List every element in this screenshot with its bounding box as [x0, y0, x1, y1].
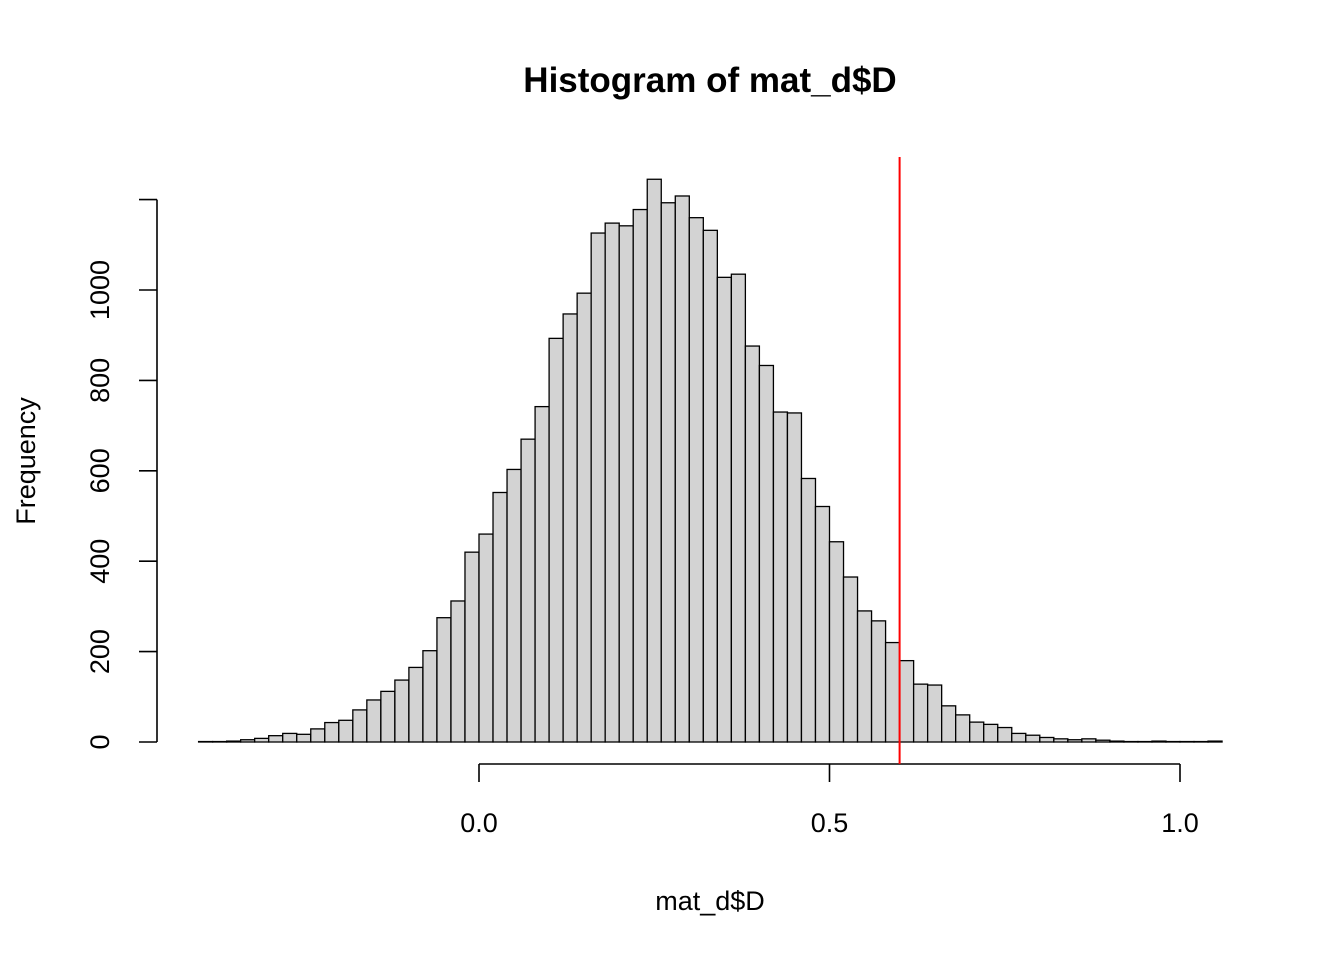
- histogram-bar: [898, 659, 915, 743]
- histogram-bar: [702, 229, 718, 743]
- histogram-bar: [324, 721, 340, 743]
- histogram-bar: [1151, 740, 1167, 743]
- y-tick-label: 400: [85, 539, 115, 584]
- x-tick-label: 0.5: [811, 808, 849, 838]
- y-tick-label: 0: [85, 734, 115, 749]
- histogram-bar: [1067, 739, 1083, 743]
- histogram-bar: [338, 719, 354, 743]
- histogram-bar: [660, 202, 676, 743]
- histogram-bar: [590, 232, 606, 743]
- histogram-bar: [492, 491, 508, 743]
- histogram-bar: [576, 292, 592, 743]
- histogram-bar: [688, 217, 704, 743]
- histogram-bar: [814, 505, 831, 743]
- histogram-bar: [912, 683, 929, 743]
- histogram-bar: [254, 737, 270, 743]
- histogram-bar: [632, 208, 648, 743]
- histogram-bar: [548, 337, 564, 743]
- histogram-bar: [1095, 739, 1111, 743]
- histogram-bar: [1039, 736, 1055, 743]
- y-axis-label: Frequency: [11, 397, 41, 525]
- histogram-bar: [352, 709, 368, 743]
- histogram-bar: [478, 533, 494, 743]
- histogram-bar: [1025, 734, 1041, 743]
- histogram-bar: [828, 541, 845, 743]
- histogram-bar: [744, 345, 761, 743]
- histogram-bar: [1053, 738, 1069, 743]
- histogram-bar: [408, 666, 424, 743]
- histogram-bar: [842, 576, 859, 743]
- histogram-bar: [268, 735, 284, 743]
- chart-title: Histogram of mat_d$D: [523, 61, 896, 100]
- histogram-bar: [786, 412, 803, 743]
- histogram-bar: [394, 679, 410, 743]
- histogram-bar: [983, 723, 999, 743]
- histogram-bar: [240, 739, 256, 743]
- histogram-bar: [955, 714, 971, 743]
- x-axis-label: mat_d$D: [655, 886, 765, 916]
- histogram-bar: [225, 740, 242, 743]
- y-tick-label: 800: [85, 358, 115, 403]
- histogram-bar: [366, 699, 382, 743]
- histogram-bar: [926, 684, 943, 743]
- histogram-bar: [422, 650, 438, 743]
- histogram-bar: [520, 438, 536, 743]
- histogram-bar: [646, 178, 662, 743]
- histogram-bars: [197, 178, 1223, 743]
- histogram-bar: [450, 600, 466, 743]
- histogram-bar: [534, 405, 550, 743]
- histogram-bar: [772, 411, 789, 743]
- histogram-bar: [997, 726, 1013, 743]
- y-tick-label: 1000: [85, 260, 115, 320]
- histogram-bar: [618, 225, 634, 743]
- y-tick-label: 600: [85, 448, 115, 493]
- histogram-bar: [969, 721, 985, 743]
- histogram-bar: [800, 477, 817, 743]
- histogram-bar: [506, 468, 522, 743]
- histogram-bar: [941, 705, 957, 743]
- histogram-bar: [464, 551, 480, 743]
- histogram-bar: [436, 617, 452, 743]
- histogram-bar: [884, 641, 901, 743]
- histogram-bar: [562, 313, 578, 743]
- histogram-bar: [716, 276, 733, 743]
- histogram-bar: [1011, 732, 1027, 743]
- y-axis: 0 200 400 600 800 1000: [85, 198, 158, 750]
- histogram-bar: [856, 610, 873, 743]
- histogram-bar: [1081, 738, 1097, 743]
- x-tick-label: 0.0: [460, 808, 498, 838]
- histogram-bar: [282, 732, 298, 743]
- histogram-bar: [870, 620, 887, 743]
- histogram-bar: [296, 733, 312, 743]
- x-axis: 0.0 0.5 1.0: [460, 763, 1199, 838]
- histogram-bar: [1207, 740, 1223, 743]
- histogram-bar: [674, 195, 690, 743]
- y-tick-label: 200: [85, 629, 115, 674]
- histogram-bar: [380, 690, 396, 743]
- histogram-bar: [758, 364, 775, 743]
- histogram-bar: [1109, 740, 1125, 743]
- histogram-bar: [310, 728, 326, 743]
- histogram-bar: [604, 222, 620, 743]
- x-tick-label: 1.0: [1161, 808, 1199, 838]
- histogram-bar: [730, 273, 747, 743]
